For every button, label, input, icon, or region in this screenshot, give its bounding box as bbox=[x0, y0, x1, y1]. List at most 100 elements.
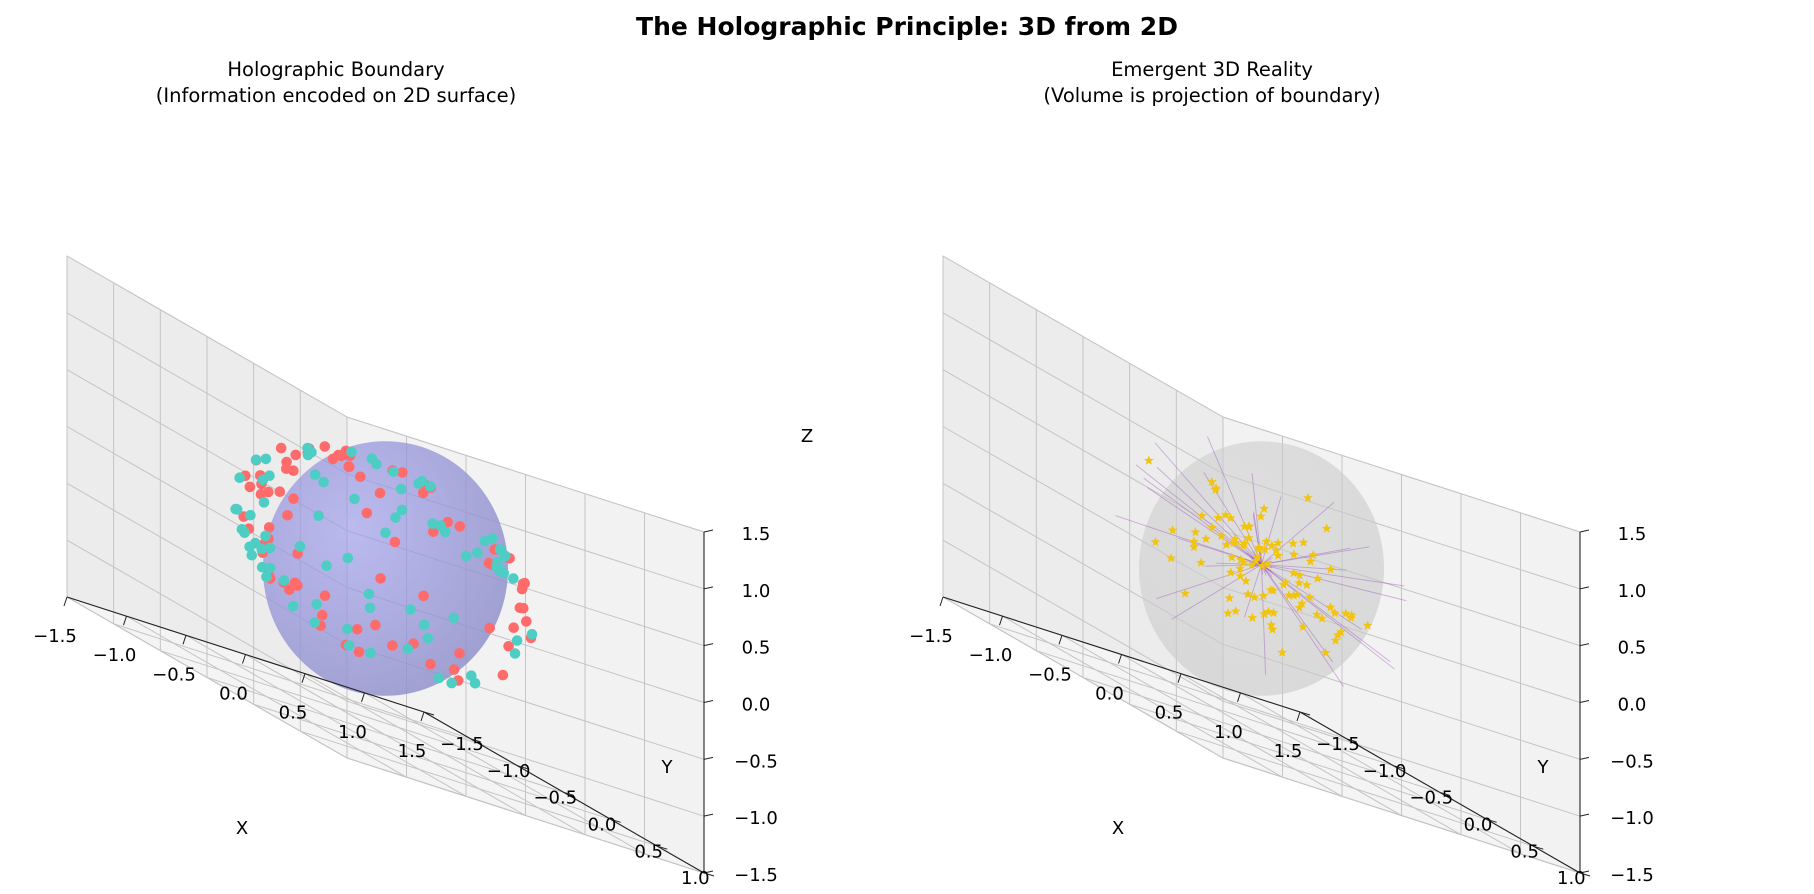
data-point bbox=[1320, 647, 1331, 657]
y-tick-label: 1.0 bbox=[1557, 868, 1586, 889]
data-point bbox=[313, 510, 324, 521]
data-point bbox=[1333, 630, 1343, 640]
data-point bbox=[290, 449, 302, 461]
panel-emergent-reality: Emergent 3D Reality (Volume is projection… bbox=[909, 58, 1654, 889]
x-tick-label: 1.0 bbox=[338, 722, 367, 743]
projection-ray bbox=[1249, 556, 1362, 630]
x-tick-label: −1.0 bbox=[93, 645, 137, 666]
data-point bbox=[1225, 567, 1236, 577]
z-tick-label: 1.0 bbox=[1618, 581, 1647, 602]
data-point bbox=[1277, 647, 1288, 657]
data-point bbox=[460, 550, 472, 562]
data-point bbox=[319, 441, 331, 452]
data-point bbox=[1166, 553, 1176, 563]
x-tick-label: 0.0 bbox=[1095, 684, 1124, 705]
y-tick-mark bbox=[657, 845, 668, 850]
data-point bbox=[396, 504, 408, 516]
x-axis-label: X bbox=[236, 818, 248, 839]
data-point bbox=[309, 617, 321, 628]
data-point bbox=[1259, 544, 1270, 554]
z-tick-mark bbox=[1579, 756, 1590, 760]
data-point bbox=[1254, 542, 1265, 552]
data-point bbox=[526, 629, 538, 640]
data-point bbox=[1262, 558, 1273, 569]
data-point bbox=[1288, 567, 1299, 578]
x-tick-mark bbox=[182, 635, 187, 645]
projection-ray bbox=[1259, 496, 1282, 572]
data-point bbox=[1196, 557, 1206, 567]
data-point bbox=[1294, 577, 1305, 588]
data-point bbox=[1189, 541, 1199, 552]
panel-title-line1: Emergent 3D Reality bbox=[1111, 58, 1313, 81]
data-point bbox=[1312, 609, 1322, 619]
data-point bbox=[1294, 602, 1305, 612]
data-point bbox=[1362, 620, 1373, 630]
data-point bbox=[454, 648, 465, 659]
data-point bbox=[503, 641, 514, 652]
data-point bbox=[355, 471, 366, 483]
data-point bbox=[1226, 552, 1237, 562]
y-tick-label: −0.5 bbox=[533, 788, 577, 809]
x-tick-mark bbox=[1118, 654, 1122, 664]
data-point bbox=[1220, 509, 1231, 520]
z-tick-label: 0.5 bbox=[1618, 638, 1647, 659]
data-point bbox=[418, 619, 430, 631]
data-point bbox=[1196, 510, 1207, 520]
data-point bbox=[1308, 549, 1319, 560]
data-point bbox=[1263, 606, 1274, 616]
data-point bbox=[1340, 608, 1351, 618]
y-tick-mark bbox=[1579, 872, 1591, 877]
data-point bbox=[1189, 536, 1199, 546]
data-point bbox=[264, 470, 275, 482]
data-point bbox=[246, 549, 258, 561]
y-tick-mark bbox=[1533, 845, 1544, 850]
data-point bbox=[1312, 573, 1323, 583]
data-point bbox=[1301, 579, 1312, 590]
x-tick-mark bbox=[420, 711, 425, 722]
data-point bbox=[1305, 592, 1315, 602]
data-point bbox=[309, 469, 321, 480]
projection-ray bbox=[1252, 550, 1345, 687]
data-point bbox=[518, 602, 529, 614]
projection-ray bbox=[1256, 560, 1391, 663]
data-point bbox=[1240, 575, 1251, 586]
data-point bbox=[1273, 550, 1284, 560]
x-tick-mark bbox=[1237, 692, 1241, 702]
data-point bbox=[448, 612, 460, 624]
z-tick-label: 1.0 bbox=[742, 581, 771, 602]
x-tick-label: 1.5 bbox=[398, 741, 427, 762]
data-point bbox=[244, 481, 256, 493]
x-tick-label: 0.0 bbox=[219, 684, 248, 705]
data-point bbox=[1216, 530, 1227, 541]
gridline bbox=[1176, 730, 1534, 847]
data-point bbox=[1249, 592, 1260, 602]
data-point bbox=[500, 550, 511, 562]
z-tick-label: 1.5 bbox=[1618, 524, 1647, 545]
y-tick-label: 0.5 bbox=[634, 841, 663, 862]
data-point bbox=[288, 465, 299, 477]
data-point bbox=[319, 590, 331, 601]
z-tick-label: −0.5 bbox=[1610, 751, 1654, 772]
data-point bbox=[1225, 512, 1236, 523]
z-tick-label: 1.5 bbox=[742, 524, 771, 545]
y-tick-mark bbox=[517, 765, 528, 770]
y-tick-label: −0.5 bbox=[1409, 788, 1453, 809]
data-point bbox=[1257, 560, 1268, 570]
data-point bbox=[1247, 612, 1258, 622]
data-point bbox=[509, 648, 521, 659]
data-point bbox=[250, 454, 262, 466]
data-point bbox=[1235, 563, 1245, 573]
data-point bbox=[1273, 537, 1283, 548]
gridline bbox=[300, 730, 658, 847]
data-point bbox=[469, 678, 481, 689]
x-tick-mark bbox=[1058, 635, 1063, 645]
y-tick-mark bbox=[423, 711, 435, 716]
z-axis-label: Z bbox=[801, 426, 813, 447]
data-point bbox=[370, 619, 381, 631]
x-tick-mark bbox=[939, 596, 944, 607]
data-point bbox=[274, 486, 286, 498]
projection-ray bbox=[1252, 513, 1263, 570]
data-point bbox=[508, 573, 519, 584]
data-point bbox=[288, 493, 299, 505]
data-point bbox=[1206, 476, 1217, 487]
